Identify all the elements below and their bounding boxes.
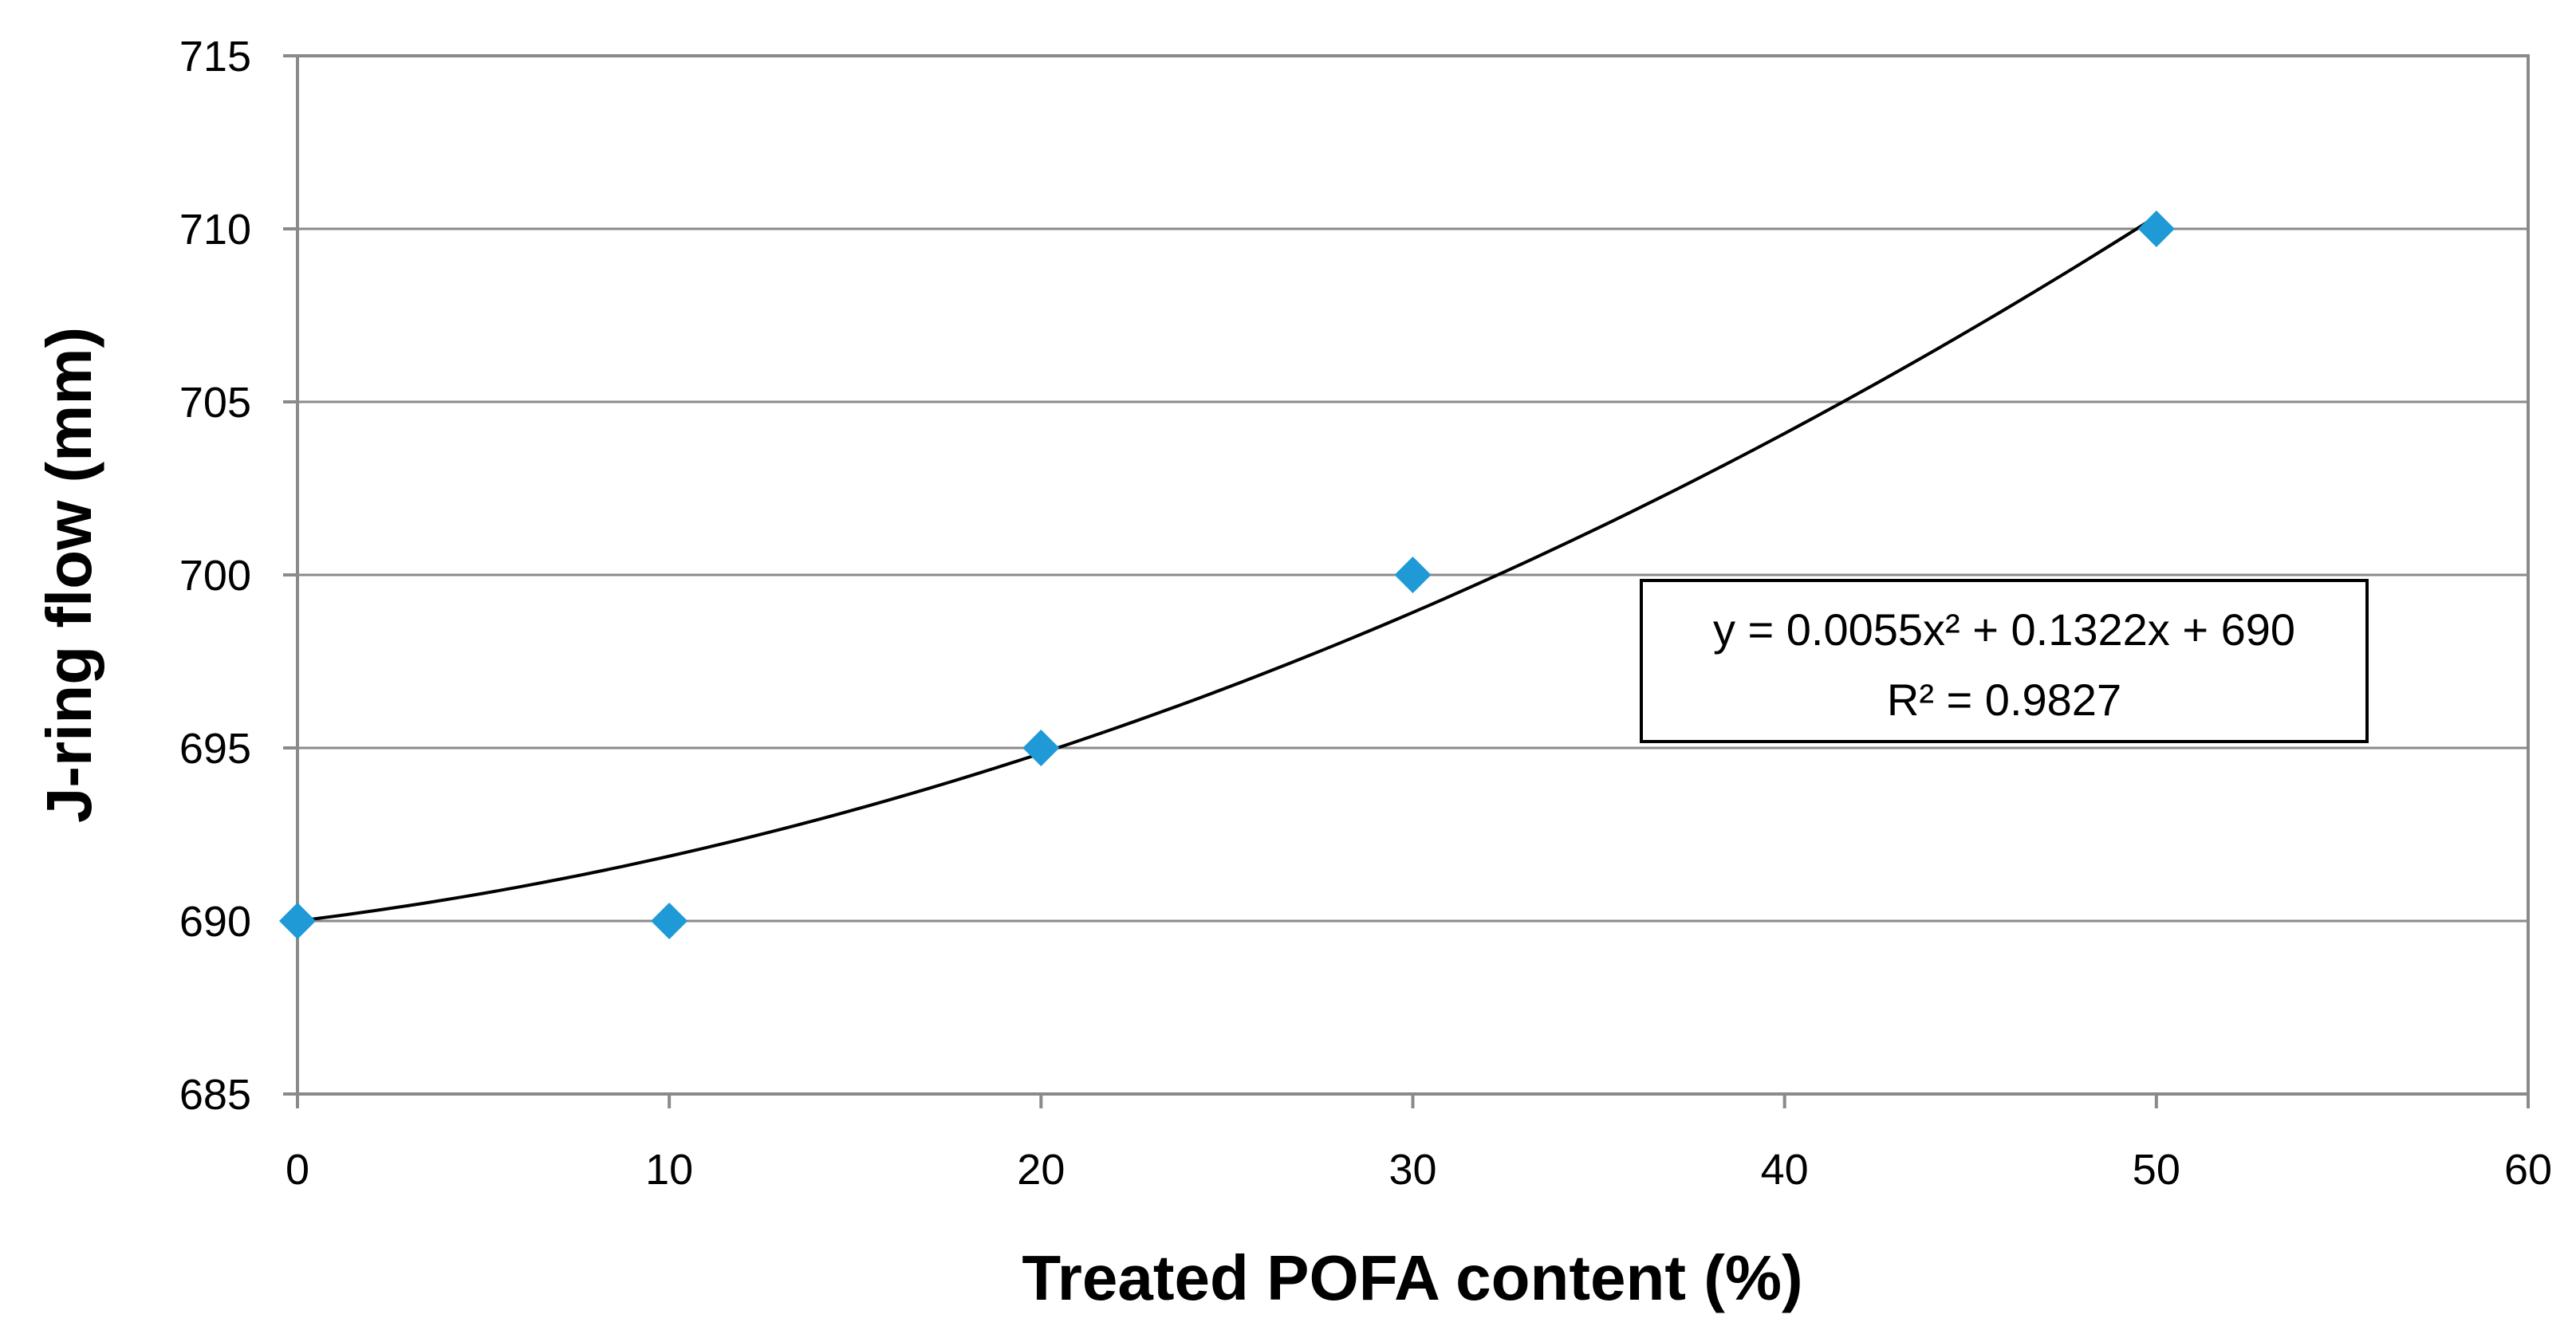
- y-tick-label-715: 715: [179, 33, 251, 81]
- x-tick-label-30: 30: [1388, 1146, 1436, 1194]
- x-tick-label-0: 0: [286, 1146, 309, 1194]
- y-tick-label-685: 685: [179, 1071, 251, 1119]
- x-tick-label-20: 20: [1017, 1146, 1065, 1194]
- axis-ticks: [283, 54, 2530, 1108]
- trendline-equation: y = 0.0055x² + 0.1322x + 690: [1713, 604, 2295, 655]
- trendline-curve: [297, 214, 2157, 923]
- y-tick-label-690: 690: [179, 898, 251, 946]
- axis-tick-labels: 685 690 695 700 705 710 715 0 10 20 30 40 50 60: [179, 33, 2552, 1194]
- x-tick-label-10: 10: [645, 1146, 693, 1194]
- y-tick-label-705: 705: [179, 379, 251, 427]
- x-tick-label-50: 50: [2133, 1146, 2180, 1194]
- data-point-0: [279, 903, 316, 939]
- data-point-50: [2137, 211, 2175, 247]
- x-axis-title: Treated POFA content (%): [1022, 1242, 1802, 1313]
- data-point-20: [1022, 730, 1060, 766]
- y-tick-label-695: 695: [179, 725, 251, 773]
- data-points: [279, 211, 2175, 939]
- y-axis-title: J-ring flow (mm): [33, 327, 104, 823]
- y-tick-label-710: 710: [179, 206, 251, 254]
- x-tick-label-60: 60: [2504, 1146, 2552, 1194]
- data-point-10: [651, 903, 688, 939]
- data-point-30: [1394, 557, 1432, 593]
- r-squared-label: R² = 0.9827: [1887, 675, 2121, 725]
- x-tick-label-40: 40: [1761, 1146, 1809, 1194]
- equation-box: y = 0.0055x² + 0.1322x + 690 R² = 0.9827: [1640, 579, 2369, 743]
- y-tick-label-700: 700: [179, 552, 251, 600]
